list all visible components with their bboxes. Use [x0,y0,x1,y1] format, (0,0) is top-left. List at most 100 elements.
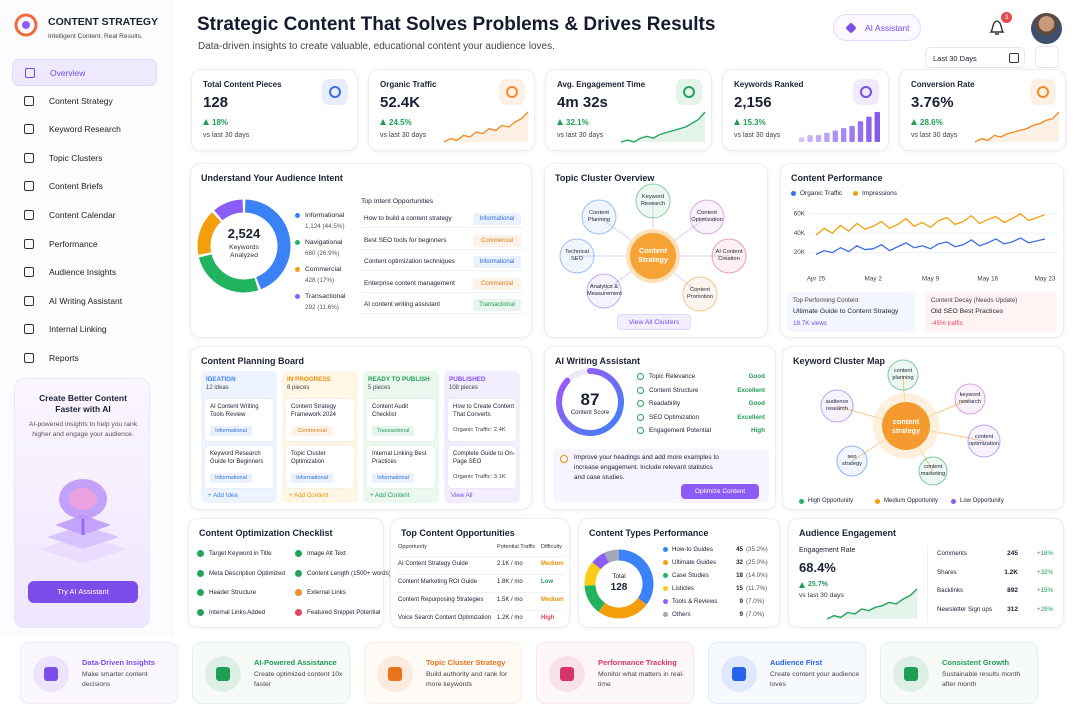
kpi-card: Conversion Rate 3.76% 28.6% vs last 30 days [899,69,1066,151]
board-card-tag: Informational [210,426,252,436]
logo-ring [14,13,38,37]
nav-item[interactable]: Audience Insights [12,259,157,286]
insight-stat: 18.7K views [793,320,827,327]
board-card: Internal Linking Best Practices Informati… [367,446,435,488]
kpi-icon [1030,79,1056,105]
opportunity-difficulty: Low [541,579,553,585]
column-footer[interactable]: View All [451,492,473,499]
legend-value: 680 (26.9%) [305,250,340,257]
column-footer[interactable]: + Add Content [370,492,410,499]
donut-segment [592,552,610,570]
nav-item[interactable]: AI Writing Assistant [12,288,157,315]
board-card-title: How to Create Content That Converts [453,404,515,419]
nav-label: Internal Linking [49,324,107,335]
keyword-map-card: Keyword Cluster Map content planning keywo… [782,346,1064,510]
cluster-center-label: Content Strategy [637,246,668,265]
legend-dot [295,213,300,218]
kpi-value: 128 [203,94,229,111]
engagement-row-change: +18% [1037,550,1053,557]
feature-card: Audience First Create content your audien… [708,642,866,704]
row-divider [397,610,565,611]
column-footer[interactable]: + Add Content [289,492,329,499]
kpi-label: Total Content Pieces [203,80,282,89]
metric-status: High [751,427,765,434]
nav-label: Content Briefs [49,181,103,192]
row-divider [397,556,565,557]
check-icon [197,608,204,616]
nav-icon [24,267,34,278]
nav-item[interactable]: Content Strategy [12,88,157,115]
feature-icon [893,656,929,692]
type-count: 45 [736,546,743,553]
platform [47,525,119,549]
promo-text: AI-powered insights to help you rank hig… [28,421,138,439]
column-name: IN PROGRESS [287,376,331,383]
legend-dot [663,547,668,552]
engagement-value: 68.4% [799,560,836,575]
row-divider [397,592,565,593]
keyword-node [836,445,868,477]
kpi-value: 52.4K [380,94,421,111]
nav-item[interactable]: Performance [12,231,157,258]
nav-item[interactable]: Keyword Research [12,116,157,143]
feature-text: Create content your audience loves [770,671,860,688]
column-count: 108 pieces [449,385,479,391]
insight-stat: -45% traffic [931,320,963,327]
cluster-node [689,199,725,235]
engagement-label: Engagement Rate [799,547,856,554]
audience-intent-card: Understand Your Audience Intent Informati… [190,163,532,338]
spark-area [975,112,1059,142]
column-header: Opportunity [398,544,427,550]
legend-name: Commercial [305,266,342,273]
y-tick-label: 60K [794,210,806,217]
feature-card: Topic Cluster Strategy Build authority an… [364,642,522,704]
series-line [815,237,1046,256]
page-title: Strategic Content That Solves Problems &… [197,14,716,35]
view-clusters-button[interactable]: View All Clusters [617,314,691,330]
nav-item[interactable]: Overview [12,59,157,86]
opportunity-text: Best SEO tools for beginners [364,236,447,244]
intent-tag: Commercial [473,234,521,247]
keyword-node-label: content optimization [969,434,999,447]
metric-name: Topic Relevance [649,373,696,380]
cluster-node-label: Content Planning [587,210,611,223]
opportunity-row: Enterprise content management Commercial [361,276,523,293]
nav-item[interactable]: Reports [12,345,157,372]
check-icon [197,589,204,596]
metric-check [637,427,644,434]
legend-dot [295,294,300,299]
cluster-node-label: Content Promotion [687,287,713,300]
board-card-note: Organic Traffic: 2.4K [453,427,506,433]
score-ring [556,368,624,436]
nav-item[interactable]: Content Calendar [12,202,157,229]
spark-line [974,111,1060,143]
engagement-row-value: 1.2K [1004,568,1018,576]
nav-item[interactable]: Topic Clusters [12,145,157,172]
cluster-node [635,183,671,219]
engagement-row-value: 312 [1007,605,1018,613]
spark-bar [807,135,813,142]
legend-dot [295,267,300,272]
nav-item[interactable]: Content Briefs [12,173,157,200]
nav-item[interactable]: Internal Linking [12,316,157,343]
feature-icon-glyph [44,667,58,681]
column-name: IDEATION [206,376,236,383]
card-title: Topic Cluster Overview [555,173,655,183]
spark-area [444,112,528,142]
column-footer[interactable]: + Add Idea [208,492,238,499]
ai-assistant-button[interactable]: AI Assistant [833,14,921,41]
kpi-card: Organic Traffic 52.4K 24.5% vs last 30 days [368,69,535,151]
promo-button[interactable]: Try AI Assistant [28,581,138,603]
check-text: Featured Snippet Potential [307,608,381,616]
donut-total-label: Total [612,573,626,580]
share-button[interactable] [1035,46,1059,68]
legend-name: Navigational [305,239,343,246]
nav-label: Performance [49,238,98,249]
nav-icon [24,210,34,220]
period-select[interactable]: Last 30 Days [925,47,1025,68]
type-name: Tools & Reviews [672,598,718,605]
kpi-card: Total Content Pieces 128 18% vs last 30 day… [191,69,358,151]
keyword-node [820,389,854,423]
kpi-label: Organic Traffic [380,80,437,89]
optimize-button[interactable]: Optimize Content [681,484,759,499]
